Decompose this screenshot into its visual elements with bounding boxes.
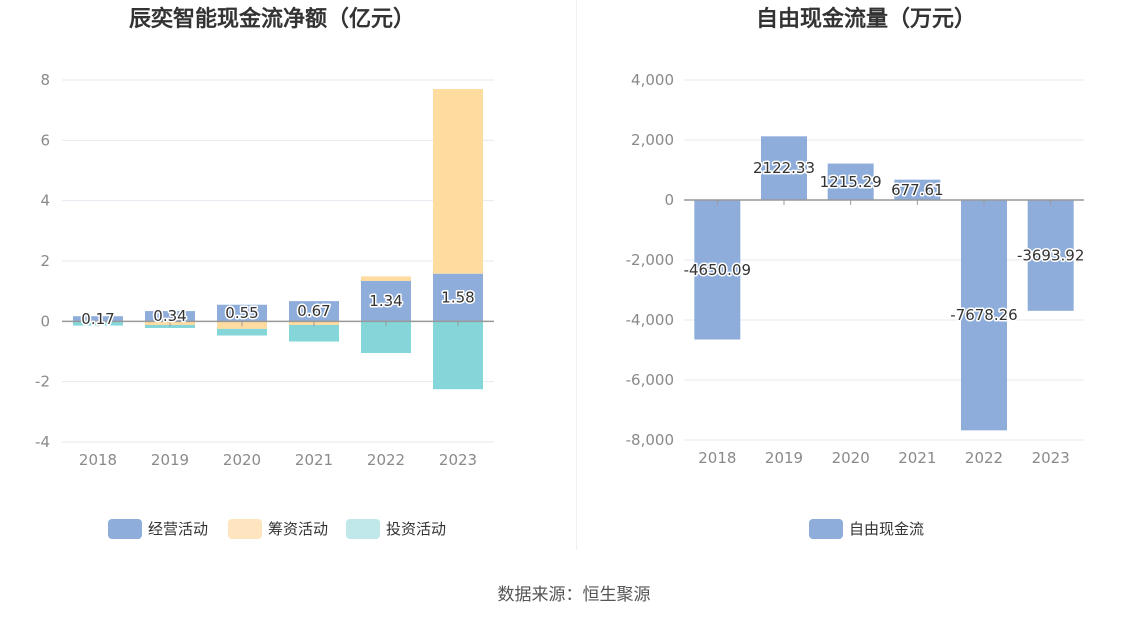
y-tick-label: 2 — [40, 252, 50, 270]
x-tick-label: 2022 — [965, 449, 1003, 467]
chart-title: 辰奕智能现金流净额（亿元） — [129, 6, 415, 32]
bar — [289, 301, 339, 322]
y-tick-label: -8,000 — [626, 431, 674, 449]
data-label: -4650.09 — [684, 261, 751, 279]
data-label: -3693.92 — [1017, 246, 1084, 264]
y-tick-label: -4 — [35, 433, 50, 451]
bar — [761, 136, 807, 200]
y-tick-label: -2,000 — [626, 251, 674, 269]
bar — [361, 276, 411, 281]
net-cash-flow-chart: 辰奕智能现金流净额（亿元） -4 -2 0 2 4 6 8 2018 2019 2020 2021 20… — [35, 6, 494, 539]
bar — [289, 324, 339, 342]
y-tick-label: 6 — [40, 131, 50, 149]
y-tick-label: -2 — [35, 373, 50, 391]
y-tick-label: -4,000 — [626, 311, 674, 329]
y-tick-label: 4,000 — [631, 71, 674, 89]
bar — [361, 280, 411, 322]
x-tick-label: 2023 — [1032, 449, 1070, 467]
legend-label: 经营活动 — [148, 520, 208, 538]
bar — [894, 179, 941, 200]
x-tick-label: 2020 — [832, 449, 870, 467]
data-label: 0.34 — [153, 307, 186, 325]
bar — [827, 163, 874, 200]
x-tick-label: 2020 — [223, 451, 261, 469]
legend-label: 筹资活动 — [268, 520, 328, 538]
x-tick-label: 2019 — [765, 449, 803, 467]
bar — [217, 328, 267, 336]
x-tick-label: 2022 — [367, 451, 405, 469]
y-tick-label: 0 — [40, 312, 50, 330]
x-tick-label: 2019 — [151, 451, 189, 469]
legend-label: 自由现金流 — [849, 520, 924, 538]
free-cash-flow-chart: 自由现金流量（万元） -8,000 -6,000 -4,000 -2,000 0 2,000… — [626, 6, 1086, 539]
bar — [145, 324, 195, 328]
bar — [433, 321, 483, 390]
bar — [961, 200, 1007, 431]
bar — [694, 200, 741, 340]
data-label: 677.61 — [891, 181, 944, 199]
y-tick-label: -6,000 — [626, 371, 674, 389]
bar — [145, 311, 195, 322]
y-tick-label: 2,000 — [631, 131, 674, 149]
data-label: 2122.33 — [753, 159, 815, 177]
chart-divider — [576, 0, 577, 550]
bar — [217, 304, 267, 322]
chart-title: 自由现金流量（万元） — [756, 6, 976, 32]
data-label: 0.17 — [81, 310, 114, 328]
data-label: 1.58 — [441, 289, 474, 307]
bar — [433, 89, 483, 274]
data-label: 0.67 — [297, 302, 330, 320]
data-label: -7678.26 — [950, 306, 1017, 324]
data-label: 1.34 — [369, 292, 402, 310]
bar — [433, 273, 483, 322]
bar — [1027, 200, 1074, 311]
x-tick-label: 2021 — [295, 451, 333, 469]
legend-swatch — [228, 519, 262, 539]
data-source-note: 数据来源：恒生聚源 — [497, 585, 651, 605]
bar — [73, 316, 123, 322]
legend-swatch — [809, 519, 843, 539]
x-tick-label: 2018 — [698, 449, 736, 467]
legend-label: 投资活动 — [386, 520, 446, 538]
x-tick-label: 2021 — [898, 449, 936, 467]
legend-swatch — [346, 519, 380, 539]
y-tick-label: 4 — [40, 192, 50, 210]
x-tick-label: 2018 — [79, 451, 117, 469]
data-label: 0.55 — [225, 304, 258, 322]
bar — [361, 321, 411, 354]
y-tick-label: 0 — [664, 191, 674, 209]
legend-swatch — [108, 519, 142, 539]
data-label: 1215.29 — [820, 173, 882, 191]
y-tick-label: 8 — [40, 71, 50, 89]
x-tick-label: 2023 — [439, 451, 477, 469]
